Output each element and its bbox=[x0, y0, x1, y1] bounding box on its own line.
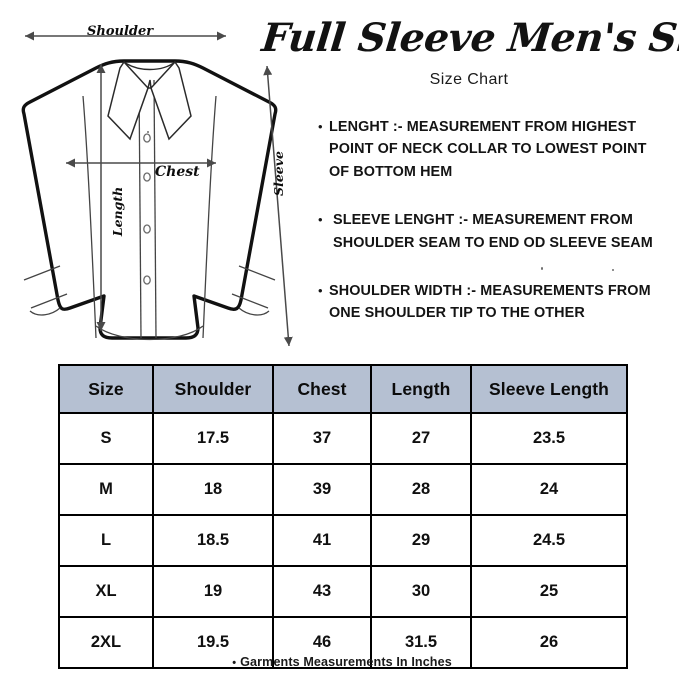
cell-size: 2XL bbox=[58, 616, 154, 669]
length-label: Length bbox=[110, 186, 126, 237]
shoulder-label: Shoulder bbox=[87, 24, 154, 39]
cell-shoulder: 17.5 bbox=[152, 412, 274, 465]
cell-length: 30 bbox=[370, 565, 472, 618]
sleeve-label: Sleeve bbox=[270, 151, 286, 196]
page-title: Full Sleeve Men's Shirt bbox=[259, 15, 679, 61]
cell-chest: 41 bbox=[272, 514, 372, 567]
cell-size: L bbox=[58, 514, 154, 567]
cell-length: 31.5 bbox=[370, 616, 472, 669]
cell-chest: 43 bbox=[272, 565, 372, 618]
bullet-dot-icon: • bbox=[318, 119, 323, 134]
cell-shoulder: 19 bbox=[152, 565, 274, 618]
list-item: • LENGHT :- MEASUREMENT FROM HIGHEST POI… bbox=[318, 116, 670, 183]
sleeve-measure-arrow bbox=[263, 65, 293, 347]
table-row: S 17.5 37 27 23.5 bbox=[58, 412, 628, 465]
cell-chest: 37 bbox=[272, 412, 372, 465]
measurement-notes: • LENGHT :- MEASUREMENT FROM HIGHEST POI… bbox=[318, 116, 670, 351]
bullet-dot-icon: • bbox=[232, 657, 237, 669]
column-header-length: Length bbox=[370, 364, 472, 414]
scan-speck bbox=[147, 131, 149, 133]
footer-note: • Garments Measurements In Inches bbox=[58, 655, 626, 669]
shirt-diagram: Shoulder Chest Length Sleeve bbox=[0, 8, 300, 363]
cell-length: 28 bbox=[370, 463, 472, 516]
list-item: • SHOULDER WIDTH :- MEASUREMENTS FROM ON… bbox=[318, 280, 670, 325]
cell-chest: 46 bbox=[272, 616, 372, 669]
list-item-label: SLEEVE LENGHT :- MEASUREMENT FROM SHOULD… bbox=[333, 212, 653, 251]
cell-size: M bbox=[58, 463, 154, 516]
cell-size: S bbox=[58, 412, 154, 465]
table-header-row: Size Shoulder Chest Length Sleeve Length bbox=[58, 364, 628, 414]
cell-sleeve-length: 24 bbox=[470, 463, 628, 516]
column-header-sleeve-length: Sleeve Length bbox=[470, 364, 628, 414]
cell-sleeve-length: 24.5 bbox=[470, 514, 628, 567]
table-row: M 18 39 28 24 bbox=[58, 463, 628, 516]
list-item-label: SHOULDER WIDTH :- MEASUREMENTS FROM ONE … bbox=[329, 283, 651, 322]
cell-sleeve-length: 23.5 bbox=[470, 412, 628, 465]
table-row: L 18.5 41 29 24.5 bbox=[58, 514, 628, 567]
shirt-illustration-svg bbox=[21, 31, 293, 347]
column-header-chest: Chest bbox=[272, 364, 372, 414]
scan-speck bbox=[541, 267, 543, 270]
table-row: XL 19 43 30 25 bbox=[58, 565, 628, 618]
cell-chest: 39 bbox=[272, 463, 372, 516]
list-item-label: LENGHT :- MEASUREMENT FROM HIGHEST POINT… bbox=[329, 119, 647, 180]
cell-shoulder: 19.5 bbox=[152, 616, 274, 669]
cell-size: XL bbox=[58, 565, 154, 618]
cell-length: 27 bbox=[370, 412, 472, 465]
cell-length: 29 bbox=[370, 514, 472, 567]
bullet-dot-icon: • bbox=[318, 283, 323, 299]
column-header-shoulder: Shoulder bbox=[152, 364, 274, 414]
footer-note-label: Garments Measurements In Inches bbox=[240, 655, 452, 669]
size-chart-table: Size Shoulder Chest Length Sleeve Length… bbox=[58, 364, 628, 669]
chest-label: Chest bbox=[155, 164, 200, 180]
column-header-size: Size bbox=[58, 364, 154, 414]
table-row: 2XL 19.5 46 31.5 26 bbox=[58, 616, 628, 669]
header: Full Sleeve Men's Shirt Size Chart bbox=[259, 14, 679, 89]
scan-speck bbox=[612, 269, 614, 271]
cell-sleeve-length: 25 bbox=[470, 565, 628, 618]
cell-shoulder: 18 bbox=[152, 463, 274, 516]
list-item: • SLEEVE LENGHT :- MEASUREMENT FROM SHOU… bbox=[318, 209, 670, 254]
cell-shoulder: 18.5 bbox=[152, 514, 274, 567]
cell-sleeve-length: 26 bbox=[470, 616, 628, 669]
page-subtitle: Size Chart bbox=[429, 71, 509, 88]
bullet-dot-icon: • bbox=[318, 212, 323, 228]
